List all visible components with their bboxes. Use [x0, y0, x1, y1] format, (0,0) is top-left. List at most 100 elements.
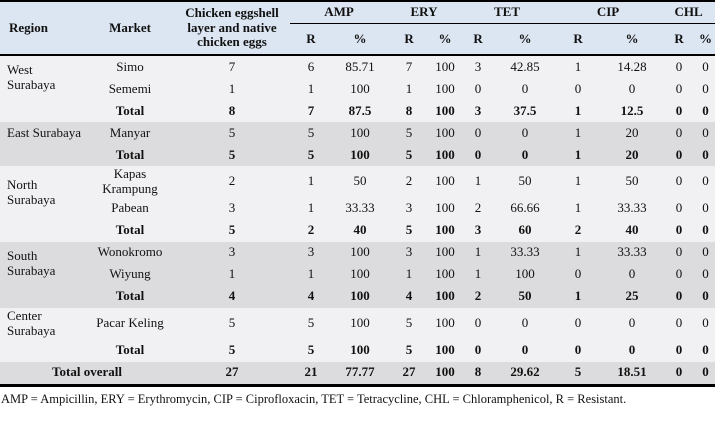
tet-r-cell: 1: [460, 241, 497, 264]
tet-pct-cell: 0: [496, 122, 555, 144]
ery-r-cell: 3: [388, 197, 431, 220]
subheader-cip-r: R: [554, 23, 603, 56]
amp-r-cell: 1: [290, 263, 332, 286]
cip-pct-cell: 20: [602, 144, 663, 166]
chl-pct-cell: 0: [696, 55, 715, 78]
group-total-row: Total 4 4 100 4 100 2 50 1 25 0 0: [0, 285, 715, 308]
chl-pct-cell: 0: [696, 361, 715, 386]
eggs-count-cell: 5: [174, 122, 290, 144]
cip-pct-cell: 20: [602, 122, 663, 144]
tet-r-cell: 2: [460, 197, 497, 220]
ery-pct-cell: 100: [430, 339, 461, 362]
cip-pct-cell: 0: [602, 263, 663, 286]
market-row: South Surabaya Wonokromo 3 3 100 3 100 1 33.33 1 3…: [0, 241, 715, 286]
amp-r-cell: 5: [290, 144, 332, 166]
amp-r-cell: 2: [290, 219, 332, 242]
region-filler-cell: [0, 285, 86, 308]
chl-pct-cell: 0: [696, 78, 715, 100]
amp-r-cell: 3: [290, 241, 332, 264]
total-overall-row: Total overall 27 21 77.77 27 100 8 29.62 5 18.51 0…: [0, 361, 715, 386]
cip-pct-cell: 50: [602, 166, 663, 198]
cip-r-cell: 1: [554, 55, 603, 78]
tet-r-cell: 0: [460, 144, 497, 166]
amp-pct-cell: 87.5: [332, 100, 389, 122]
ery-pct-cell: 100: [430, 122, 461, 144]
tet-r-cell: 3: [460, 55, 497, 78]
tet-r-cell: 2: [460, 285, 497, 308]
ery-pct-cell: 100: [430, 144, 461, 166]
total-overall-label-cell: Total overall: [0, 361, 174, 386]
cip-r-cell: 0: [554, 307, 603, 340]
cip-pct-cell: 25: [602, 285, 663, 308]
col-header-region: Region: [0, 1, 86, 56]
region-cell: Center Surabaya: [0, 307, 86, 340]
cip-r-cell: 1: [554, 122, 603, 144]
tet-pct-cell: 0: [496, 144, 555, 166]
chl-pct-cell: 0: [696, 241, 715, 264]
subheader-ery-pct: %: [430, 23, 461, 56]
chl-r-cell: 0: [662, 166, 697, 198]
chl-pct-cell: 0: [696, 285, 715, 308]
market-row: Sememi 1 1 100 1 100 0 0 0 0 0 0: [0, 78, 715, 100]
eggs-count-cell: 1: [174, 263, 290, 286]
chl-r-cell: 0: [662, 144, 697, 166]
tet-pct-cell: 50: [496, 285, 555, 308]
region-filler-cell: [0, 219, 86, 242]
total-label-cell: Total: [86, 285, 174, 308]
cip-r-cell: 0: [554, 78, 603, 100]
tet-r-cell: 1: [460, 263, 497, 286]
group-total-row: Total 5 5 100 5 100 0 0 1 20 0 0: [0, 144, 715, 166]
antibiotic-resistance-table: Region Market Chicken eggshell layer and…: [0, 0, 715, 387]
col-header-amp: AMP: [290, 1, 389, 24]
eggs-count-cell: 2: [174, 166, 290, 198]
total-label-cell: Total: [86, 219, 174, 242]
cip-pct-cell: 0: [602, 307, 663, 340]
tet-r-cell: 0: [460, 122, 497, 144]
table-body: West Surabaya Simo 7 6 85.71 7 100 3 42.85 1 14.28…: [0, 55, 715, 386]
region-cell: East Surabaya: [0, 122, 86, 144]
tet-pct-cell: 37.5: [496, 100, 555, 122]
market-cell: Pacar Keling: [86, 307, 174, 340]
tet-pct-cell: 60: [496, 219, 555, 242]
chl-r-cell: 0: [662, 122, 697, 144]
table-header: Region Market Chicken eggshell layer and…: [0, 1, 715, 56]
ery-pct-cell: 100: [430, 285, 461, 308]
amp-pct-cell: 100: [332, 78, 389, 100]
market-cell: Manyar: [86, 122, 174, 144]
chl-pct-cell: 0: [696, 339, 715, 362]
ery-pct-cell: 100: [430, 55, 461, 78]
market-row: West Surabaya Simo 7 6 85.71 7 100 3 42.85 1 14.28…: [0, 55, 715, 100]
region-filler-cell: [0, 100, 86, 122]
ery-r-cell: 5: [388, 307, 431, 340]
tet-pct-cell: 0: [496, 307, 555, 340]
paper-table-page: Region Market Chicken eggshell layer and…: [0, 0, 715, 407]
tet-pct-cell: 33.33: [496, 241, 555, 264]
market-cell: Sememi: [86, 78, 174, 100]
chl-r-cell: 0: [662, 241, 697, 264]
amp-pct-cell: 33.33: [332, 197, 389, 220]
eggs-count-cell: 5: [174, 144, 290, 166]
market-row: Pabean 3 1 33.33 3 100 2 66.66 1 33.33 0 0: [0, 197, 715, 220]
tet-r-cell: 1: [460, 166, 497, 198]
chl-r-cell: 0: [662, 285, 697, 308]
ery-r-cell: 7: [388, 55, 431, 78]
cip-pct-cell: 14.28: [602, 55, 663, 78]
subheader-cip-pct: %: [602, 23, 663, 56]
group-total-row: Total 5 5 100 5 100 0 0 0 0 0 0: [0, 339, 715, 362]
tet-pct-cell: 0: [496, 339, 555, 362]
cip-pct-cell: 12.5: [602, 100, 663, 122]
tet-pct-cell: 100: [496, 263, 555, 286]
eggs-count-cell: 3: [174, 241, 290, 264]
chl-r-cell: 0: [662, 100, 697, 122]
tet-pct-cell: 29.62: [496, 361, 555, 386]
cip-pct-cell: 33.33: [602, 197, 663, 220]
chl-pct-cell: 0: [696, 197, 715, 220]
amp-r-cell: 5: [290, 122, 332, 144]
market-cell: Wonokromo: [86, 241, 174, 264]
subheader-amp-pct: %: [332, 23, 389, 56]
chl-pct-cell: 0: [696, 307, 715, 340]
ery-r-cell: 5: [388, 144, 431, 166]
chl-r-cell: 0: [662, 219, 697, 242]
ery-pct-cell: 100: [430, 263, 461, 286]
cip-r-cell: 0: [554, 339, 603, 362]
